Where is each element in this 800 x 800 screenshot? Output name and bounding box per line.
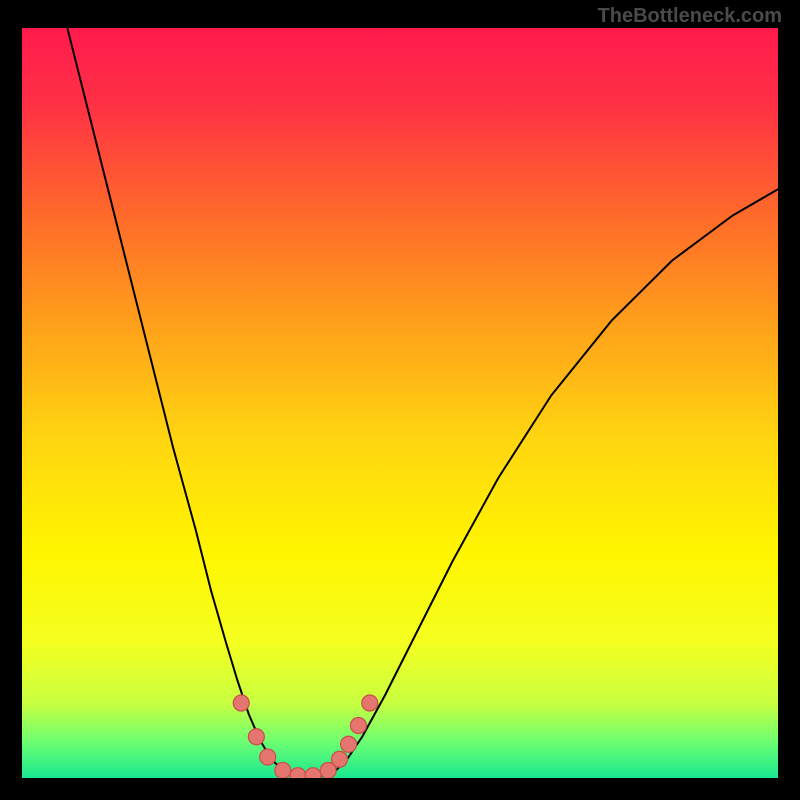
curve-marker xyxy=(275,763,291,779)
curve-marker xyxy=(290,768,306,784)
curve-marker xyxy=(341,736,357,752)
curve-marker xyxy=(362,695,378,711)
curve-marker xyxy=(260,749,276,765)
watermark-text: TheBottleneck.com xyxy=(598,5,782,28)
chart-frame: TheBottleneck.com xyxy=(0,0,800,800)
curve-marker xyxy=(233,695,249,711)
curve-marker xyxy=(248,729,264,745)
bottleneck-chart xyxy=(0,0,800,800)
curve-marker xyxy=(350,718,366,734)
curve-marker xyxy=(332,751,348,767)
curve-marker xyxy=(305,768,321,784)
